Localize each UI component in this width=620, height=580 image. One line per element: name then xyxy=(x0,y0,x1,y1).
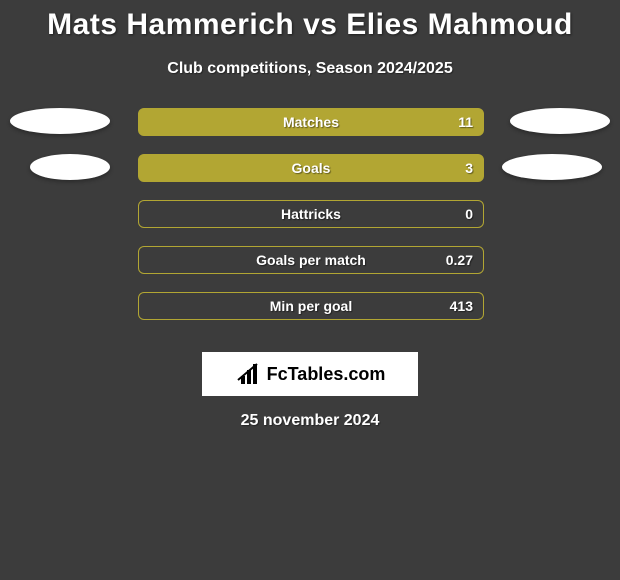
left-rank-ellipse xyxy=(30,154,110,180)
stat-label: Goals xyxy=(292,160,331,176)
stat-bar-matches: Matches 11 xyxy=(138,108,484,136)
stat-label: Min per goal xyxy=(270,298,352,314)
right-rank-ellipse xyxy=(510,108,610,134)
snapshot-date: 25 november 2024 xyxy=(0,412,620,430)
stat-row-goals-per-match: Goals per match 0.27 xyxy=(0,246,620,292)
stat-bar-gpm: Goals per match 0.27 xyxy=(138,246,484,274)
page-title: Mats Hammerich vs Elies Mahmoud xyxy=(0,0,620,42)
bar-chart-icon xyxy=(235,362,265,386)
right-rank-ellipse xyxy=(502,154,602,180)
stat-bar-hattricks: Hattricks 0 xyxy=(138,200,484,228)
stat-value: 413 xyxy=(450,298,473,314)
stats-area: Matches 11 Goals 3 Hattricks 0 Goals per… xyxy=(0,108,620,338)
stat-row-hattricks: Hattricks 0 xyxy=(0,200,620,246)
stat-label: Matches xyxy=(283,114,339,130)
stat-label: Goals per match xyxy=(256,252,366,268)
stat-row-min-per-goal: Min per goal 413 xyxy=(0,292,620,338)
logo-text: FcTables.com xyxy=(267,364,386,385)
left-rank-ellipse xyxy=(10,108,110,134)
stat-label: Hattricks xyxy=(281,206,341,222)
comparison-card: Mats Hammerich vs Elies Mahmoud Club com… xyxy=(0,0,620,580)
stat-value: 0 xyxy=(465,206,473,222)
stat-bar-goals: Goals 3 xyxy=(138,154,484,182)
stat-value: 3 xyxy=(465,160,473,176)
subtitle: Club competitions, Season 2024/2025 xyxy=(0,60,620,78)
stat-value: 0.27 xyxy=(446,252,473,268)
stat-row-goals: Goals 3 xyxy=(0,154,620,200)
stat-bar-mpg: Min per goal 413 xyxy=(138,292,484,320)
stat-value: 11 xyxy=(458,114,473,130)
fctables-logo[interactable]: FcTables.com xyxy=(202,352,418,396)
stat-row-matches: Matches 11 xyxy=(0,108,620,154)
